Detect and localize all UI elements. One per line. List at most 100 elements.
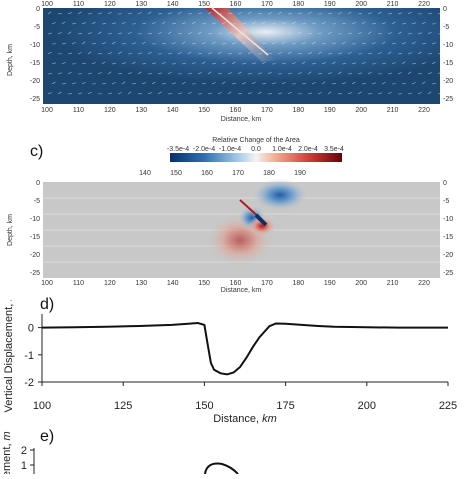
d-x-ticks: 100 125 150 175 200 225 <box>33 382 457 412</box>
top-x-tick-label: 180 <box>292 1 304 8</box>
c-x-tick-label: 120 <box>104 280 116 287</box>
c-y-tick-label: -5 <box>443 198 449 205</box>
d-xlabel: Distance, km <box>213 413 277 425</box>
c-top-x-tick-label: 170 <box>232 170 244 177</box>
c-top-x-tick-label: 150 <box>170 170 182 177</box>
c-y-tick-label: -25 <box>30 270 40 277</box>
d-x-tick-label: 100 <box>33 400 51 412</box>
top-y-ticks-left: 0-5-10-15-20-25 <box>30 6 40 103</box>
top-ylabel: Depth, km <box>7 44 14 76</box>
c-y-tick-label: 0 <box>36 180 40 187</box>
top-x-tick-label: 110 <box>73 107 84 114</box>
c-x-tick-label: 180 <box>292 280 304 287</box>
top-x-tick-label: 120 <box>104 1 116 8</box>
top-y-tick-label: -15 <box>30 60 40 67</box>
c-y-tick-label: -15 <box>30 234 40 241</box>
top-y-tick-label: 0 <box>36 6 40 13</box>
d-y-tick-label: 0 <box>28 323 34 335</box>
c-top-x-tick-label: 190 <box>294 170 306 177</box>
c-top-x-ticks: 140 150 160 170 180 190 <box>139 170 306 177</box>
top-y-tick-label: -20 <box>443 78 453 85</box>
vertical-displacement-line <box>42 323 448 374</box>
d-x-tick-label: 125 <box>114 400 132 412</box>
colorbar-tick-label: -2.0e-4 <box>193 146 215 153</box>
top-y-ticks-right: 0-5-10-15-20-25 <box>443 6 453 103</box>
blue-lobe-upper <box>252 179 308 211</box>
top-x-tick-label: 160 <box>230 1 242 8</box>
panel-e: 2 1 acement, m <box>0 430 474 474</box>
c-x-tick-label: 100 <box>41 280 53 287</box>
top-x-tick-label: 140 <box>167 1 179 8</box>
c-x-tick-label: 110 <box>73 280 84 287</box>
colorbar-tick-label: 1.0e-4 <box>272 146 292 153</box>
c-top-x-tick-label: 140 <box>139 170 151 177</box>
top-x-tick-label: 190 <box>324 1 336 8</box>
panel-c: Relative Change of the Area -3.5e-4-2.0e… <box>0 130 474 295</box>
c-y-ticks-right: 0 -5 -10 -15 -20 -25 <box>443 180 453 277</box>
c-y-tick-label: -5 <box>34 198 40 205</box>
top-y-tick-label: -20 <box>30 78 40 85</box>
top-x-tick-label: 160 <box>230 107 242 114</box>
stress-field <box>43 8 440 104</box>
d-y-tick-label: -1 <box>24 350 34 362</box>
panel-d: 100 125 150 175 200 225 0 -1 -2 Vertical Displa… <box>0 300 474 430</box>
colorbar-tick-label: -1.0e-4 <box>219 146 241 153</box>
c-x-tick-label: 170 <box>261 280 273 287</box>
d-ylabel: Vertical Displacement, m <box>3 300 15 413</box>
colorbar <box>170 153 342 162</box>
top-y-tick-label: -5 <box>34 24 40 31</box>
e-ylabel: acement, m <box>1 431 13 474</box>
top-y-tick-label: -10 <box>443 42 453 49</box>
top-x-tick-label: 180 <box>292 107 304 114</box>
c-top-x-tick-label: 180 <box>263 170 275 177</box>
top-x-tick-label: 140 <box>167 107 179 114</box>
top-x-tick-label: 200 <box>355 107 367 114</box>
top-y-tick-label: -25 <box>30 96 40 103</box>
c-x-tick-label: 210 <box>387 280 399 287</box>
c-y-ticks-left: 0-5-10-15-20-25 <box>30 180 40 277</box>
top-x-tick-label: 170 <box>261 1 273 8</box>
top-y-tick-label: -5 <box>443 24 449 31</box>
colorbar-tick-label: -3.5e-4 <box>167 146 189 153</box>
e-y-tick-label-1: 1 <box>21 460 27 472</box>
top-xlabel: Distance, km <box>221 116 262 123</box>
top-x-tick-label: 120 <box>104 107 116 114</box>
top-y-tick-label: -15 <box>443 60 453 67</box>
panel-top-plot: 1001001101101201201301301401401501501601… <box>0 0 474 125</box>
top-x-tick-label: 150 <box>198 1 210 8</box>
d-x-tick-label: 225 <box>439 400 457 412</box>
c-xlabel: Distance, km <box>221 287 262 294</box>
panel-e-plot: 2 1 acement, m <box>0 430 474 474</box>
c-y-tick-label: -10 <box>443 216 453 223</box>
colorbar-tick-label: 3.5e-4 <box>324 146 344 153</box>
top-y-tick-label: -25 <box>443 96 453 103</box>
c-y-tick-label: 0 <box>443 180 447 187</box>
top-x-tick-label: 150 <box>198 107 210 114</box>
top-x-tick-label: 130 <box>135 107 147 114</box>
c-y-tick-label: -15 <box>443 234 453 241</box>
c-x-tick-label: 130 <box>135 280 147 287</box>
d-x-tick-label: 150 <box>195 400 213 412</box>
top-x-tick-label: 210 <box>387 107 399 114</box>
d-x-tick-label: 200 <box>358 400 376 412</box>
d-y-tick-label: -2 <box>24 377 34 389</box>
c-y-tick-label: -20 <box>443 252 453 259</box>
top-x-tick-label: 210 <box>387 1 399 8</box>
top-x-tick-label: 220 <box>418 107 430 114</box>
c-top-x-tick-label: 160 <box>201 170 213 177</box>
d-x-tick-label: 175 <box>276 400 294 412</box>
c-x-tick-label: 200 <box>355 280 367 287</box>
top-x-tick-label: 200 <box>355 1 367 8</box>
c-x-tick-label: 140 <box>167 280 179 287</box>
c-x-tick-label: 150 <box>198 280 210 287</box>
c-x-tick-label: 220 <box>418 280 430 287</box>
d-y-ticks: 0 -1 -2 <box>24 323 42 389</box>
c-y-tick-label: -25 <box>443 270 453 277</box>
c-ylabel: Depth, km <box>7 214 14 246</box>
colorbar-tick-label: 0.0 <box>251 146 261 153</box>
top-x-tick-label: 100 <box>41 1 53 8</box>
e-curve <box>205 463 238 474</box>
